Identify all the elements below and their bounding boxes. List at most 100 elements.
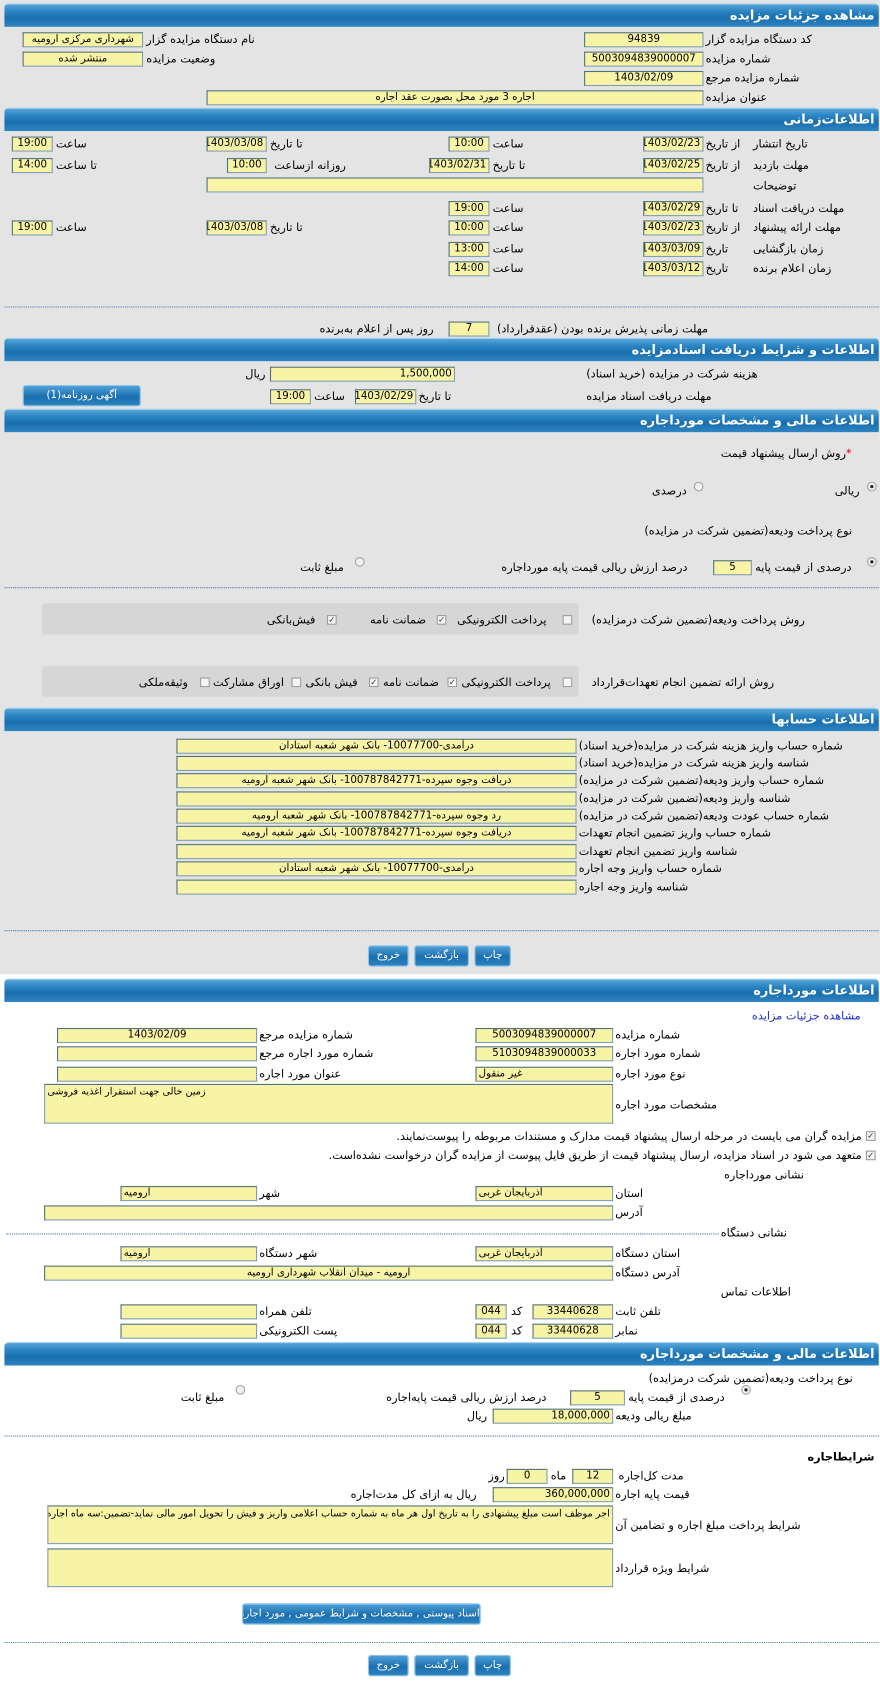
province-field[interactable]: آذربایجان غربی [475, 1186, 614, 1202]
acceptance-suffix: روز پس از اعلام به‌برنده [319, 322, 434, 336]
publish-to-date[interactable]: 1403/03/08 [206, 136, 267, 152]
auction-status-field[interactable]: منتشر شده [22, 51, 144, 67]
auction-title-field[interactable]: اجاره 3 مورد محل بصورت عقد اجاره [206, 90, 704, 106]
lease-title-field[interactable] [57, 1066, 258, 1082]
lease-deposit-fixed-radio[interactable] [235, 1384, 246, 1395]
guarantee-property-checkbox[interactable] [200, 677, 210, 688]
deposit-guarantee-checkbox[interactable] [436, 615, 447, 625]
base-price-field[interactable]: 360,000,000 [492, 1487, 614, 1503]
device-city-label: شهر دستگاه [259, 1247, 318, 1261]
offer-from-time[interactable]: 10:00 [448, 220, 490, 236]
deposit-percent-radio[interactable] [867, 557, 877, 567]
visit-to-date[interactable]: 1403/02/31 [429, 158, 490, 174]
doc-deadline-date[interactable]: 1403/02/29 [354, 389, 417, 405]
fee-field[interactable]: 1,500,000 [270, 366, 456, 382]
lease-number-field[interactable]: 5103094839000033 [475, 1046, 614, 1062]
fax-code-field[interactable]: 044 [475, 1323, 507, 1339]
duration-days-field[interactable]: 0 [506, 1468, 548, 1484]
offer-to-time[interactable]: 19:00 [11, 220, 53, 236]
back-button[interactable]: بازگشت [414, 945, 470, 967]
doc-receive-time[interactable]: 19:00 [448, 201, 490, 217]
special-terms-textarea[interactable] [47, 1548, 614, 1588]
device-address-field[interactable]: ارومیه - میدان انقلاب شهرداری ارومیه [44, 1265, 614, 1281]
no-file-offer-checkbox[interactable] [865, 1150, 876, 1161]
description-field[interactable] [206, 177, 704, 193]
deposit-electronic-label: پرداخت الکترونیکی [457, 613, 547, 627]
visit-to-time[interactable]: 14:00 [11, 158, 53, 174]
offer-to-date[interactable]: 1403/03/08 [206, 220, 267, 236]
deposit-methods-group [41, 603, 579, 635]
duration-months-field[interactable]: 12 [572, 1468, 614, 1484]
account-field[interactable] [176, 755, 577, 771]
deposit-amount-label: مبلغ ریالی ودیعه [615, 1409, 692, 1423]
deposit-electronic-checkbox[interactable] [562, 615, 573, 625]
attach-documents-checkbox[interactable] [865, 1131, 876, 1141]
account-field[interactable] [176, 879, 577, 895]
visit-daily-label: روزانه ازساعت [274, 159, 346, 173]
offer-from-date[interactable]: 1403/02/23 [643, 220, 704, 236]
visit-from-date[interactable]: 1403/02/25 [643, 158, 704, 174]
guarantee-bonds-checkbox[interactable] [291, 677, 302, 688]
lease-specs-textarea[interactable]: زمین خالی جهت استقرار اغذیه فروشی [44, 1083, 614, 1124]
price-method-percent-radio[interactable] [693, 481, 704, 492]
device-province-field[interactable]: آذربایجان غربی [475, 1246, 614, 1262]
deposit-bank-receipt-checkbox[interactable] [327, 615, 337, 625]
lease-deposit-percent-field[interactable]: 5 [570, 1390, 625, 1406]
phone-code-field[interactable]: 044 [475, 1304, 507, 1320]
lease-deposit-percent-radio[interactable] [741, 1384, 751, 1395]
deposit-amount-field[interactable]: 18,000,000 [492, 1408, 614, 1424]
exit-button[interactable]: خروج [367, 945, 409, 967]
account-field[interactable]: دریافت وجوه سپرده-100787842771- بانک شهر… [176, 825, 577, 841]
account-field[interactable] [176, 791, 577, 807]
view-auction-details-link[interactable]: مشاهده جزئیات مزایده [751, 1009, 861, 1023]
publish-from-time[interactable]: 10:00 [448, 136, 490, 152]
mobile-field[interactable] [120, 1304, 258, 1320]
province-label: استان [615, 1187, 644, 1201]
guarantee-electronic-checkbox[interactable] [562, 677, 573, 688]
visit-daily-from[interactable]: 10:00 [226, 158, 267, 174]
lease-type-field[interactable]: غیر منقول [475, 1066, 614, 1082]
lease-ref-number-field[interactable]: 1403/02/09 [57, 1027, 258, 1044]
deposit-type-label: نوع پرداخت ودیعه(تضمین شرکت در مزایده) [644, 524, 853, 538]
deposit-percent-field[interactable]: 5 [713, 560, 752, 576]
email-field[interactable] [120, 1323, 258, 1339]
fax-label: نمابر [615, 1324, 638, 1338]
ref-number-field[interactable]: 1403/02/09 [584, 70, 704, 87]
deposit-fixed-radio[interactable] [354, 557, 365, 567]
attachments-button[interactable]: اسناد پیوستی , مشخصات و شرایط عمومی , مو… [242, 1603, 481, 1625]
opening-time[interactable]: 13:00 [448, 241, 490, 257]
print-button-bottom[interactable]: چاپ [474, 1654, 511, 1677]
account-field[interactable]: رد وجوه سپرده-100787842771- بانک شهر شعب… [176, 808, 577, 824]
exit-button-bottom[interactable]: خروج [367, 1654, 409, 1677]
guarantee-letter-checkbox[interactable] [447, 677, 458, 688]
deposit-bank-receipt-label: فیش‌بانکی [266, 613, 316, 627]
winner-date[interactable]: 1403/03/12 [643, 261, 704, 277]
doc-receive-date[interactable]: 1403/02/29 [643, 201, 704, 217]
city-field[interactable]: ارومیه [120, 1186, 258, 1202]
guarantee-bank-receipt-checkbox[interactable] [368, 677, 379, 688]
opening-date[interactable]: 1403/03/09 [643, 241, 704, 257]
auction-number-field[interactable]: 5003094839000007 [584, 51, 704, 67]
acceptance-days-field[interactable]: 7 [448, 321, 490, 337]
device-city-field[interactable]: ارومیه [120, 1246, 258, 1262]
newspaper-ad-button[interactable]: آگهی روزنامه(1) [22, 384, 141, 407]
address-field[interactable] [44, 1205, 614, 1221]
lease-ref-field[interactable] [57, 1046, 258, 1062]
winner-time[interactable]: 14:00 [448, 261, 490, 277]
lease-auction-number-field[interactable]: 5003094839000007 [475, 1027, 614, 1044]
account-field[interactable]: دریافت وجوه سپرده-100787842771- بانک شهر… [176, 773, 577, 789]
print-button[interactable]: چاپ [474, 945, 511, 967]
phone-field[interactable]: 33440628 [532, 1304, 614, 1320]
payment-terms-textarea[interactable]: اجر موظف است مبلغ پیشنهادی را به تاریخ ا… [47, 1505, 614, 1545]
price-method-rial-radio[interactable] [867, 481, 877, 492]
back-button-bottom[interactable]: بازگشت [414, 1654, 470, 1677]
account-field[interactable] [176, 844, 577, 860]
account-field[interactable]: درآمدی-10077700- بانک شهر شعبه استادان [176, 861, 577, 877]
doc-deadline-time[interactable]: 19:00 [270, 389, 311, 405]
fax-field[interactable]: 33440628 [532, 1323, 614, 1339]
publish-to-time[interactable]: 19:00 [11, 136, 53, 152]
publish-from-date[interactable]: 1403/02/23 [643, 136, 704, 152]
device-code-field[interactable]: 94839 [584, 32, 704, 48]
device-name-field[interactable]: شهرداری مرکزی ارومیه [22, 32, 144, 48]
account-field[interactable]: درآمدی-10077700- بانک شهر شعبه استادان [176, 738, 577, 754]
